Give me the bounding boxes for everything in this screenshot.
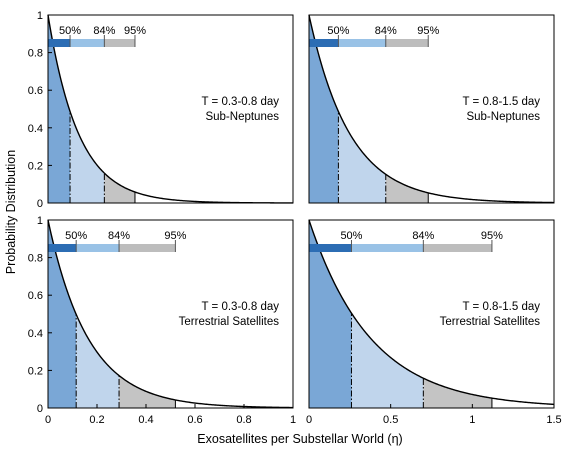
- y-axis-label: Probability Distribution: [4, 150, 18, 274]
- distribution-curve: [308, 14, 555, 204]
- quantile-label-95: 95%: [124, 25, 146, 37]
- interval-bar-95: [385, 39, 429, 47]
- quantile-label-84: 84%: [412, 230, 434, 242]
- panel-top-right: 50% 84% 95% T = 0.8-1.5 day Sub-Neptunes: [308, 14, 555, 204]
- y-tick-label: 1: [37, 215, 43, 227]
- panel-annotation-population: Terrestrial Satellites: [179, 316, 280, 328]
- interval-bar-50: [309, 39, 339, 47]
- x-tick-label: 0: [306, 414, 312, 426]
- plot-frame: [308, 219, 555, 409]
- interval-bar-50: [309, 244, 352, 252]
- region-84-95: [119, 375, 176, 408]
- plot-frame: [47, 14, 294, 204]
- interval-bar-50: [48, 39, 71, 47]
- y-tick-label: 0: [37, 198, 43, 210]
- quantile-label-95: 95%: [164, 230, 186, 242]
- y-tick-label: 0: [37, 403, 43, 415]
- panel-bottom-left: 50% 84% 95% T = 0.3-0.8 day Terrestrial Sate…: [28, 215, 296, 426]
- panel-annotation-population: Terrestrial Satellites: [440, 316, 541, 328]
- plot-frame: [308, 14, 555, 204]
- interval-bar-84: [338, 39, 386, 47]
- quantile-label-84: 84%: [93, 25, 115, 37]
- panel-annotation-population: Sub-Neptunes: [466, 111, 540, 123]
- quantile-label-84: 84%: [375, 25, 397, 37]
- panel-annotation-period: T = 0.8-1.5 day: [463, 301, 541, 313]
- panel-top-left: 50% 84% 95% T = 0.3-0.8 day Sub-Neptunes 0 0.2…: [28, 10, 294, 210]
- y-tick-label: 0.4: [28, 123, 43, 135]
- interval-bar-84: [76, 244, 120, 252]
- x-tick-label: 0.6: [187, 414, 202, 426]
- panel-annotation-period: T = 0.3-0.8 day: [202, 96, 280, 108]
- x-tick-label: 1: [469, 414, 475, 426]
- interval-bar-50: [48, 244, 77, 252]
- y-tick-label: 0.2: [28, 365, 43, 377]
- quantile-label-50: 50%: [327, 25, 349, 37]
- x-tick-label: 1.5: [546, 414, 561, 426]
- x-tick-label: 0.4: [138, 414, 153, 426]
- region-50-84: [76, 314, 120, 408]
- panel-annotation-period: T = 0.8-1.5 day: [463, 96, 541, 108]
- x-tick-label: 0.2: [89, 414, 104, 426]
- panel-annotation-period: T = 0.3-0.8 day: [202, 301, 280, 313]
- panel-annotation-population: Sub-Neptunes: [205, 111, 279, 123]
- interval-bar-95: [119, 244, 176, 252]
- y-tick-label: 0.8: [28, 253, 43, 265]
- interval-bar-95: [104, 39, 135, 47]
- y-tick-label: 0.2: [28, 160, 43, 172]
- interval-bar-84: [70, 39, 105, 47]
- interval-bar-95: [423, 244, 492, 252]
- x-axis-label: Exosatellites per Substellar World (η): [197, 432, 402, 446]
- y-tick-label: 1: [37, 10, 43, 22]
- x-tick-label: 0.8: [236, 414, 251, 426]
- region-0-50: [48, 15, 71, 203]
- quantile-label-95: 95%: [481, 230, 503, 242]
- panels: 50% 84% 95% T = 0.3-0.8 day Sub-Neptunes 0 0.2…: [28, 10, 562, 426]
- distribution-curve: [308, 219, 555, 406]
- quantile-label-84: 84%: [108, 230, 130, 242]
- x-tick-label: 0.5: [383, 414, 398, 426]
- x-tick-label: 0: [45, 414, 51, 426]
- region-50-84: [338, 111, 386, 203]
- y-tick-label: 0.6: [28, 85, 43, 97]
- quantile-label-50: 50%: [65, 230, 87, 242]
- region-50-84: [351, 313, 424, 408]
- plot-frame: [47, 219, 294, 409]
- interval-bar-84: [351, 244, 424, 252]
- region-0-50: [309, 15, 339, 203]
- panel-bottom-right: 50% 84% 95% T = 0.8-1.5 day Terrestrial Sate…: [306, 219, 562, 426]
- distribution-curve: [47, 219, 294, 409]
- region-0-50: [309, 220, 352, 408]
- y-tick-label: 0.6: [28, 290, 43, 302]
- y-tick-label: 0.8: [28, 48, 43, 60]
- quantile-label-50: 50%: [340, 230, 362, 242]
- y-tick-label: 0.4: [28, 328, 43, 340]
- quantile-label-95: 95%: [417, 25, 439, 37]
- x-tick-label: 1: [290, 414, 296, 426]
- region-0-50: [48, 220, 77, 408]
- quantile-label-50: 50%: [59, 25, 81, 37]
